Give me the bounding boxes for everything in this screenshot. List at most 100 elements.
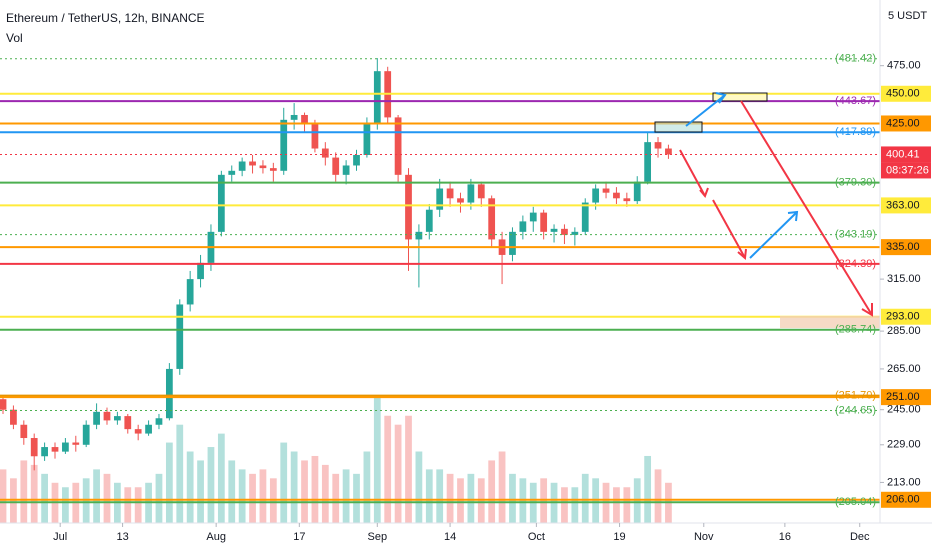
volume-bar [197,460,204,523]
volume-bar [446,473,454,523]
x-tick-label: 13 [116,531,128,543]
candle-body [540,212,548,232]
volume-bar [561,487,568,523]
volume-bar [259,469,267,523]
level-label: (251.70) [835,390,876,402]
countdown: 08:37:26 [886,164,929,176]
candle-body [665,148,672,155]
volume-bar [41,473,48,523]
candle-body [436,188,444,210]
x-tick-label: Sep [368,531,388,543]
candle-body [72,442,80,445]
price-tag-label: 425.00 [886,117,920,129]
candle-body [145,424,152,434]
volume-bar [415,451,423,523]
candle-body [93,411,100,425]
candle-body [0,399,7,410]
candle-body [259,165,267,169]
y-tick-label: 245.00 [887,404,921,416]
candle-body [477,184,485,199]
candle-body [321,148,329,158]
level-label: (205.04) [835,496,876,508]
price-tag [881,197,931,214]
volume-bar [332,473,340,523]
y-tick-label: 315.00 [887,273,921,285]
target-box [712,92,768,102]
candle-body [488,198,496,240]
x-tick-label: 19 [613,531,625,543]
candle-body [602,188,610,193]
x-tick-label: 14 [444,531,456,543]
candle-body [311,123,319,149]
volume-bar [384,415,392,523]
price-tag [881,146,931,163]
chart-title: Ethereum / TetherUS, 12h, BINANCE [6,11,205,25]
candle-body [415,231,423,240]
arrow [679,149,706,197]
price-tag-label: 363.00 [886,199,920,211]
candle-body [633,181,641,202]
volume-bar [228,460,236,523]
x-tick-label: Nov [694,531,714,543]
price-tag-label: 206.00 [886,494,920,506]
volume-bar [20,460,28,523]
candle-body [197,262,204,280]
level-label: (417.89) [835,126,876,138]
candle-body [529,212,537,222]
candle-body [249,161,256,166]
volume-bar [103,473,111,523]
candle-body [613,192,620,199]
candle-body [342,165,350,175]
level-label: (443.67) [835,95,876,107]
candle-body [228,170,236,175]
volume-label: Vol [6,31,23,45]
candle-body [363,123,371,155]
volume-bar [301,460,308,523]
candle-body [217,174,225,232]
volume-bar [30,464,38,523]
volume-bar [249,473,256,523]
volume-bar [571,487,579,523]
volume-bar [509,473,516,523]
candle-body [592,188,600,203]
target-box [654,121,703,133]
candle-body [124,416,132,430]
y-tick-label: 475.00 [887,60,921,72]
candle-body [10,409,17,425]
price-tag [881,308,931,325]
level-label: (324.39) [835,258,876,270]
candle-body [353,154,360,166]
volume-bar [467,473,475,523]
candle-body [467,184,475,203]
candle-body [446,188,454,199]
unit-label: 5 USDT [888,10,927,22]
candle-body [581,202,589,232]
candle-body [165,368,173,419]
candle-body [20,424,28,439]
volume-bar [290,451,298,523]
candle-body [30,438,38,457]
volume-bar [134,487,142,523]
arrow [685,94,726,127]
arrow-head [699,187,709,198]
candle-body [82,424,90,445]
volume-bar [353,473,360,523]
level-label: (481.42) [835,53,876,65]
volume-bar [176,424,184,523]
volume-bar [186,451,194,523]
x-tick-label: Jul [53,531,67,543]
candle-body [176,304,184,369]
volume-bar [613,487,620,523]
target-box [780,316,880,328]
axis-layer: Jul 13 Aug 17 Sep 14 Oct 19 Nov 16 Dec 475.00 315.00… [53,53,931,543]
price-tag [881,491,931,508]
volume-bar [581,473,589,523]
volume-bar [217,433,225,523]
price-tag-label: 293.00 [886,311,920,323]
candle-body [654,142,662,149]
volume-bar [488,460,496,523]
volume-bar [623,487,631,523]
level-label: (244.65) [835,404,876,416]
candle-body [155,418,163,425]
